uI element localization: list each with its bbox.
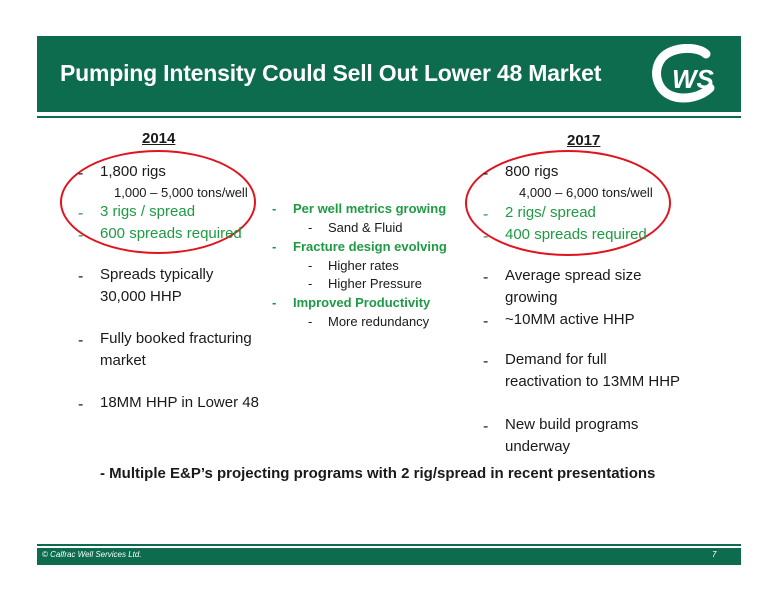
bullet-dash: -	[483, 353, 489, 370]
fracture-design: Fracture design evolving	[293, 239, 447, 254]
demand-line-1: Demand for full	[505, 351, 607, 368]
bullet-dash: -	[308, 220, 313, 235]
svg-text:WS: WS	[672, 64, 715, 94]
new-build-line-2: underway	[505, 438, 571, 455]
higher-rates: Higher rates	[328, 258, 399, 273]
year-2014-heading: 2014	[142, 130, 176, 147]
copyright: © Calfrac Well Services Ltd.	[42, 550, 142, 559]
avg-spread-line-1: Average spread size	[505, 267, 642, 284]
sand-fluid: Sand & Fluid	[328, 220, 403, 235]
rigs-2014: 1,800 rigs	[100, 163, 166, 180]
higher-pressure: Higher Pressure	[328, 276, 422, 291]
more-redundancy: More redundancy	[328, 314, 430, 329]
improved-productivity: Improved Productivity	[293, 295, 431, 310]
slide-title: Pumping Intensity Could Sell Out Lower 4…	[60, 60, 602, 86]
spreads-typically-line-2: 30,000 HHP	[100, 288, 182, 305]
fully-booked-line-2: market	[100, 352, 146, 369]
rigs-2017: 800 rigs	[505, 163, 559, 180]
highlight-circle-2017	[465, 150, 671, 256]
bullet-dash: -	[78, 396, 84, 413]
new-build-line-1: New build programs	[505, 416, 639, 433]
bullet-dash: -	[78, 205, 84, 222]
footer-bar	[37, 548, 741, 565]
year-2017-heading: 2017	[567, 132, 601, 149]
bullet-dash: -	[483, 418, 489, 435]
page-number: 7	[712, 550, 717, 559]
bullet-dash: -	[483, 313, 489, 330]
spreads-required-2017: 400 spreads required	[505, 226, 647, 243]
bullet-dash: -	[308, 276, 313, 291]
bullet-dash: -	[78, 227, 84, 244]
bullet-dash: -	[78, 268, 84, 285]
bullet-dash: -	[272, 239, 277, 254]
bullet-dash: -	[483, 206, 489, 223]
spreads-typically-line-1: Spreads typically	[100, 266, 214, 283]
highlight-circle-2014	[60, 150, 256, 254]
bullet-dash: -	[308, 314, 313, 329]
active-hhp: ~10MM active HHP	[505, 311, 635, 328]
bullet-dash: -	[483, 228, 489, 245]
tons-per-well-2017: 4,000 – 6,000 tons/well	[519, 185, 653, 200]
demand-line-2: reactivation to 13MM HHP	[505, 373, 681, 390]
spreads-required-2014: 600 spreads required	[100, 225, 242, 242]
hhp-lower-48: 18MM HHP in Lower 48	[100, 394, 259, 411]
header-bar	[37, 36, 741, 112]
bullet-dash: -	[78, 332, 84, 349]
bullet-dash: -	[483, 165, 489, 182]
bullet-dash: -	[272, 201, 277, 216]
footnote: - Multiple E&P’s projecting programs wit…	[100, 465, 656, 482]
bullet-dash: -	[483, 269, 489, 286]
bullet-dash: -	[272, 295, 277, 310]
bullet-dash: -	[308, 258, 313, 273]
avg-spread-line-2: growing	[505, 289, 558, 306]
rigs-per-spread-2014: 3 rigs / spread	[100, 203, 196, 220]
per-well-metrics: Per well metrics growing	[293, 201, 447, 216]
header-divider	[37, 116, 741, 118]
cws-logo: WS	[652, 44, 715, 103]
tons-per-well-2014: 1,000 – 5,000 tons/well	[114, 185, 248, 200]
fully-booked-line-1: Fully booked fracturing	[100, 330, 252, 347]
footer-divider	[37, 544, 741, 546]
bullet-dash: -	[78, 165, 84, 182]
rigs-per-spread-2017: 2 rigs/ spread	[505, 204, 596, 221]
